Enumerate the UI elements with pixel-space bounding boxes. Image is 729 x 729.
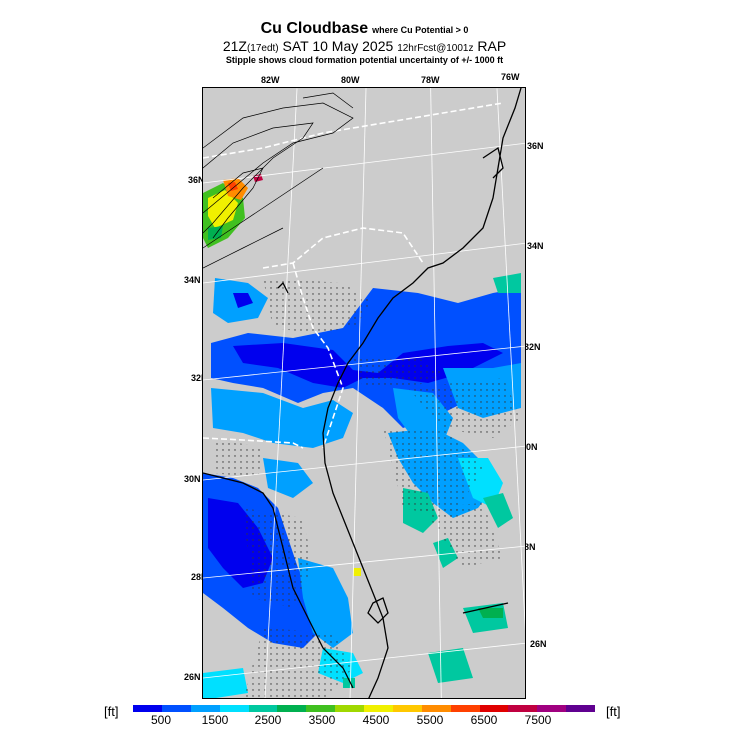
colorbar-swatch bbox=[537, 705, 567, 712]
colorbar-tick-2500: 2500 bbox=[254, 713, 282, 727]
colorbar-tick-3500: 3500 bbox=[308, 713, 336, 727]
title-main: Cu Cloudbase bbox=[260, 20, 369, 37]
lat-label-right-26n: 26N bbox=[530, 639, 547, 649]
chart-subtitle: 21Z(17edt) SAT 10 May 2025 12hrFcst@1001… bbox=[0, 38, 729, 54]
stipple-overlay bbox=[213, 278, 521, 698]
lat-label-left-30n: 30N bbox=[184, 474, 201, 484]
local-time: (17edt) bbox=[246, 43, 279, 54]
map-panel bbox=[202, 87, 526, 699]
valid-time: 21Z bbox=[222, 38, 247, 54]
lat-label-left-32n: 32N bbox=[191, 373, 208, 383]
model-name: RAP bbox=[477, 38, 507, 54]
cloudbase-field-mountains bbox=[203, 174, 263, 248]
graticule bbox=[203, 88, 525, 698]
lat-label-left-28n: 28N bbox=[191, 572, 208, 582]
map-graphic bbox=[203, 88, 525, 698]
valid-date: SAT 10 May 2025 bbox=[282, 38, 394, 54]
lat-label-right-36n: 36N bbox=[527, 141, 544, 151]
lon-label-82w: 82W bbox=[261, 75, 280, 85]
colorbar-tick-4500: 4500 bbox=[362, 713, 390, 727]
colorbar-swatch bbox=[508, 705, 538, 712]
colorbar-swatch bbox=[364, 705, 393, 712]
lat-label-right-34n: 34N bbox=[527, 241, 544, 251]
lat-label-right-30n: 30N bbox=[521, 442, 538, 452]
colorbar-swatch bbox=[421, 705, 451, 712]
colorbar-swatch bbox=[161, 705, 191, 712]
colorbar-swatch bbox=[335, 705, 364, 712]
lat-label-left-36n: 36N bbox=[188, 175, 205, 185]
colorbar bbox=[133, 705, 595, 712]
colorbar-swatch bbox=[133, 705, 162, 712]
title-qualifier: where Cu Potential > 0 bbox=[372, 25, 469, 35]
colorbar-swatch bbox=[450, 705, 480, 712]
colorbar-tick-6500: 6500 bbox=[470, 713, 498, 727]
stipple-note: Stipple shows cloud formation potential … bbox=[225, 55, 504, 65]
colorbar-tick-1500: 1500 bbox=[201, 713, 229, 727]
colorbar-swatch bbox=[306, 705, 336, 712]
colorbar-unit-left: [ft] bbox=[104, 704, 119, 719]
colorbar-swatch bbox=[479, 705, 509, 712]
lon-label-80w: 80W bbox=[341, 75, 360, 85]
colorbar-unit-right: [ft] bbox=[606, 704, 621, 719]
terrain-contours bbox=[203, 92, 354, 269]
lat-label-left-26n: 26N bbox=[184, 672, 201, 682]
state-borders bbox=[203, 102, 504, 449]
colorbar-swatch bbox=[248, 705, 278, 712]
colorbar-tick-5500: 5500 bbox=[416, 713, 444, 727]
colorbar-swatch bbox=[277, 705, 307, 712]
colorbar-swatch bbox=[219, 705, 249, 712]
forecast-info: 12hrFcst@1001z bbox=[397, 43, 474, 54]
chart-title: Cu Cloudbase where Cu Potential > 0 bbox=[0, 20, 729, 38]
lat-label-left-34n: 34N bbox=[184, 275, 201, 285]
colorbar-tick-7500: 7500 bbox=[524, 713, 552, 727]
colorbar-swatch bbox=[392, 705, 422, 712]
colorbar-swatch bbox=[566, 705, 595, 712]
lat-label-right-32n: 32N bbox=[524, 342, 541, 352]
colorbar-tick-500: 500 bbox=[150, 713, 172, 727]
lon-label-76w: 76W bbox=[501, 72, 520, 82]
lon-label-78w: 78W bbox=[421, 75, 440, 85]
colorbar-swatch bbox=[190, 705, 220, 712]
lat-label-right-28n: 28N bbox=[519, 542, 536, 552]
coastline bbox=[203, 88, 522, 698]
